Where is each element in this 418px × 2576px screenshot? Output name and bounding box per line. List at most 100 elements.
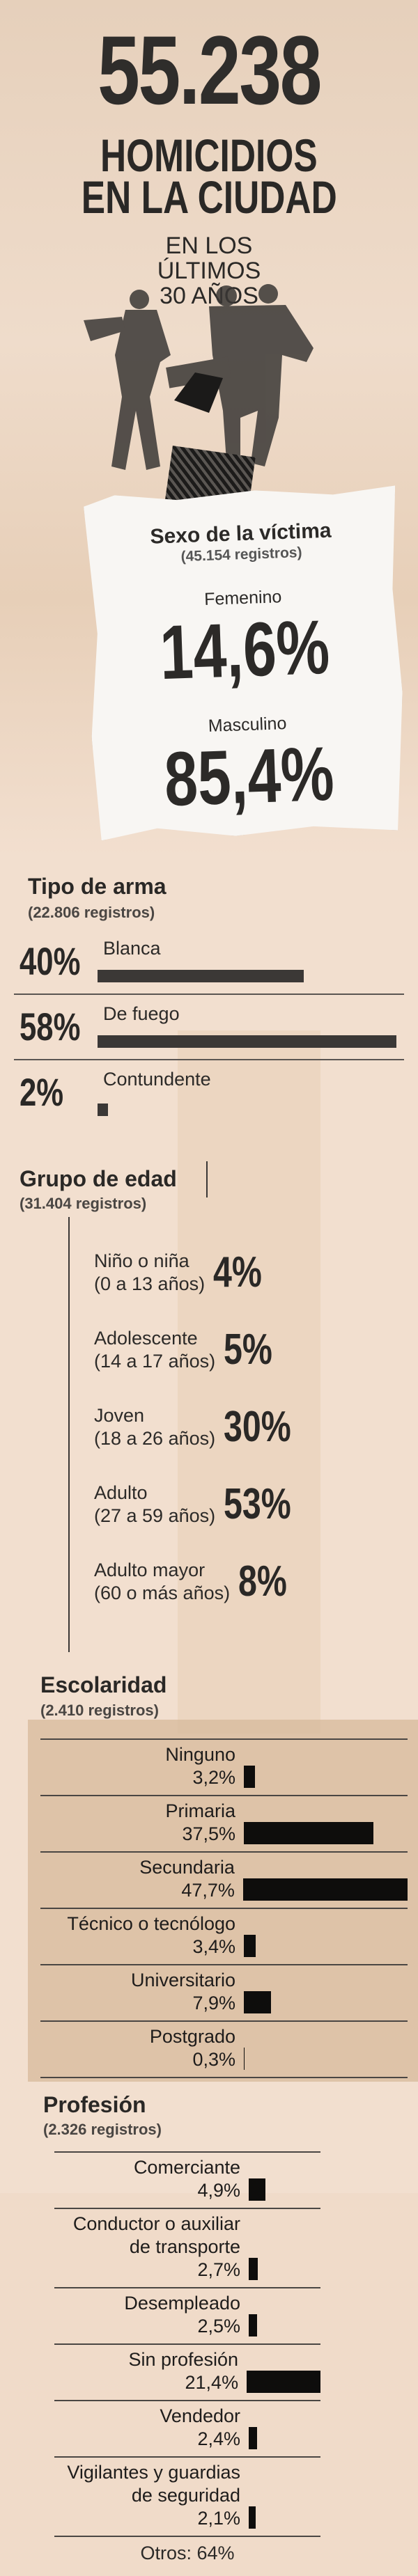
value-label: 2%: [20, 1070, 64, 1114]
category-label: Primaria: [165, 1800, 235, 1821]
bar: [247, 2371, 320, 2393]
age-value: 4%: [213, 1248, 263, 1296]
value-label: 2,4%: [197, 2428, 240, 2449]
sex-card: Sexo de la víctima (45.154 registros) Fe…: [83, 485, 407, 840]
bar-row: 2% Contundente: [14, 1060, 404, 1124]
paper-strip: [178, 1030, 320, 1734]
age-range: (60 o más años): [94, 1582, 231, 1603]
age-item: Adulto (27 a 59 años) 53%: [94, 1466, 415, 1543]
value-label: 37,5%: [182, 1823, 235, 1844]
category-label: Vigilantes y guardias de seguridad: [67, 2462, 240, 2506]
age-label: Niño o niña (0 a 13 años): [94, 1250, 205, 1296]
rule: [54, 2536, 320, 2537]
bar: [249, 2427, 257, 2449]
label-block: Técnico o tecnólogo 3,4%: [40, 1913, 235, 1958]
section-records: (22.806 registros): [28, 904, 155, 921]
profession-chart: Comerciante 4,9% Conductor o auxiliar de t…: [54, 2151, 320, 2564]
label-block: Primaria 37,5%: [40, 1800, 235, 1846]
label-block: Vendedor 2,4%: [54, 2405, 240, 2451]
bar-row: Vigilantes y guardias de seguridad 2,1%: [54, 2456, 320, 2536]
age-value: 53%: [224, 1480, 291, 1528]
sex-value-wrap: 14,6%: [87, 600, 402, 700]
label-block: Desempleado 2,5%: [54, 2292, 240, 2338]
bar: [98, 1035, 397, 1048]
bar-row: Desempleado 2,5%: [54, 2287, 320, 2343]
value-label: 7,9%: [192, 1993, 235, 2013]
label-block: Secundaria 47,7%: [40, 1856, 235, 1902]
value-label: 2,5%: [197, 2316, 240, 2337]
age-range: (27 a 59 años): [94, 1505, 216, 1526]
bar-row: Ninguno 3,2%: [40, 1738, 408, 1795]
label-block: Universitario 7,9%: [40, 1969, 235, 2015]
category-label: Vendedor: [160, 2405, 240, 2426]
category-label: Sin profesión: [128, 2349, 239, 2370]
category-label: Universitario: [130, 1970, 235, 1990]
bar-row: Primaria 37,5%: [40, 1795, 408, 1851]
bar-row: Postgrado 0,3%: [40, 2020, 408, 2077]
section-records: (31.404 registros): [20, 1195, 147, 1212]
age-name: Adolescente: [94, 1327, 198, 1349]
subtitle-line: ÚLTIMOS: [157, 258, 261, 284]
value-label: 4,9%: [197, 2180, 240, 2201]
bar-row: 40% Blanca: [14, 929, 404, 995]
category-label: Conductor o auxiliar de transporte: [72, 2213, 240, 2257]
bar: [249, 2258, 258, 2280]
bar: [244, 1935, 256, 1957]
age-item: Adolescente (14 a 17 años) 5%: [94, 1311, 415, 1388]
age-label: Joven (18 a 26 años): [94, 1404, 215, 1450]
category-label: Desempleado: [124, 2293, 240, 2314]
header-title-1-wrap: HOMICIDIOS: [0, 129, 418, 182]
value-label: 47,7%: [181, 1880, 235, 1901]
value-label: 40%: [20, 939, 81, 983]
bar-row: Secundaria 47,7%: [40, 1851, 408, 1908]
age-item: Joven (18 a 26 años) 30%: [94, 1388, 415, 1466]
category-label: Contundente: [103, 1069, 211, 1090]
header-number-wrap: 55.238: [0, 14, 418, 127]
bar: [244, 2048, 245, 2070]
bar: [249, 2178, 266, 2201]
bar-row: 58% De fuego: [14, 995, 404, 1060]
header-title: HOMICIDIOS: [100, 129, 318, 181]
bar-row: Conductor o auxiliar de transporte 2,7%: [54, 2208, 320, 2287]
section-title: Escolaridad: [40, 1672, 167, 1697]
age-label: Adulto (27 a 59 años): [94, 1482, 215, 1527]
age-value: 30%: [224, 1403, 291, 1451]
photo-detail: [174, 372, 223, 413]
age-range: (18 a 26 años): [94, 1427, 216, 1449]
bar: [98, 970, 304, 982]
header-number: 55.238: [98, 15, 322, 125]
category-label: Ninguno: [165, 1744, 235, 1765]
bar: [249, 2506, 256, 2529]
bar-row: Comerciante 4,9%: [54, 2151, 320, 2208]
category-label: Blanca: [103, 938, 161, 959]
section-records: (2.410 registros): [40, 1702, 159, 1719]
age-name: Adulto: [94, 1482, 148, 1503]
label-block: Postgrado 0,3%: [40, 2025, 235, 2071]
section-title: Tipo de arma: [28, 874, 167, 899]
age-range: (0 a 13 años): [94, 1273, 206, 1294]
section-title: Profesión: [43, 2092, 146, 2117]
divider: [68, 1217, 70, 1652]
header-subtitle: EN LOS ÚLTIMOS 30 AÑOS: [139, 233, 279, 308]
bar: [242, 1878, 408, 1901]
bar: [98, 1104, 108, 1116]
bar-row: Sin profesión 21,4%: [54, 2343, 320, 2400]
subtitle-line: EN LOS: [165, 233, 253, 259]
value-label: 2,7%: [197, 2259, 240, 2280]
label-block: Ninguno 3,2%: [40, 1743, 235, 1789]
header-title-2-wrap: EN LA CIUDAD: [0, 171, 418, 223]
age-name: Joven: [94, 1404, 145, 1426]
category-label: Comerciante: [133, 2157, 240, 2178]
age-name: Niño o niña: [94, 1250, 189, 1271]
sex-value: 85,4%: [162, 730, 336, 823]
age-value: 8%: [238, 1557, 287, 1605]
category-label: Postgrado: [149, 2026, 235, 2047]
value-label: 58%: [20, 1005, 81, 1049]
label-block: Conductor o auxiliar de transporte 2,7%: [54, 2213, 240, 2282]
education-chart: Ninguno 3,2% Primaria 37,5% Secundaria 47,7% T…: [40, 1738, 408, 2078]
age-value: 5%: [224, 1326, 273, 1374]
bar: [244, 1766, 255, 1788]
age-name: Adulto mayor: [94, 1559, 206, 1580]
value-label: 3,2%: [192, 1767, 235, 1788]
